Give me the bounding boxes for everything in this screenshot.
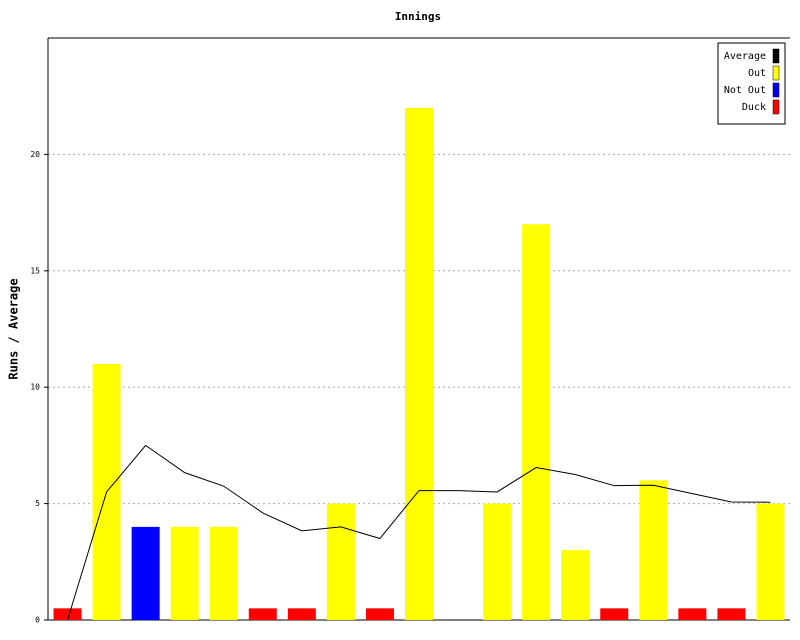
legend-swatch	[772, 99, 780, 115]
bar	[131, 526, 160, 620]
bar	[248, 608, 277, 620]
legend-swatch	[772, 65, 780, 81]
legend-swatch	[772, 82, 780, 98]
y-tick-label: 0	[35, 616, 40, 625]
bar	[287, 608, 316, 620]
y-tick-label: 5	[35, 499, 40, 508]
bar	[600, 608, 629, 620]
bar	[522, 224, 551, 621]
average-line	[67, 444, 771, 621]
bar	[639, 480, 668, 620]
bar	[170, 526, 199, 620]
legend-label: Not Out	[724, 85, 766, 96]
legend-label: Duck	[742, 102, 766, 113]
bar	[405, 107, 433, 621]
y-tick-label: 10	[30, 383, 40, 392]
bar	[209, 526, 238, 620]
bar	[483, 503, 512, 620]
y-axis-label: Runs / Average	[7, 278, 21, 379]
bar	[717, 608, 746, 620]
bar	[326, 503, 355, 620]
legend-label: Average	[724, 51, 766, 62]
chart-title: Innings	[395, 10, 441, 23]
y-tick-label: 20	[30, 150, 40, 159]
legend-label: Out	[748, 68, 766, 79]
bar	[678, 608, 707, 620]
bar	[561, 550, 590, 620]
y-tick-label: 15	[30, 266, 40, 275]
bar	[756, 503, 785, 620]
bar	[365, 608, 394, 620]
legend-swatch	[772, 48, 780, 64]
bar	[53, 608, 82, 620]
